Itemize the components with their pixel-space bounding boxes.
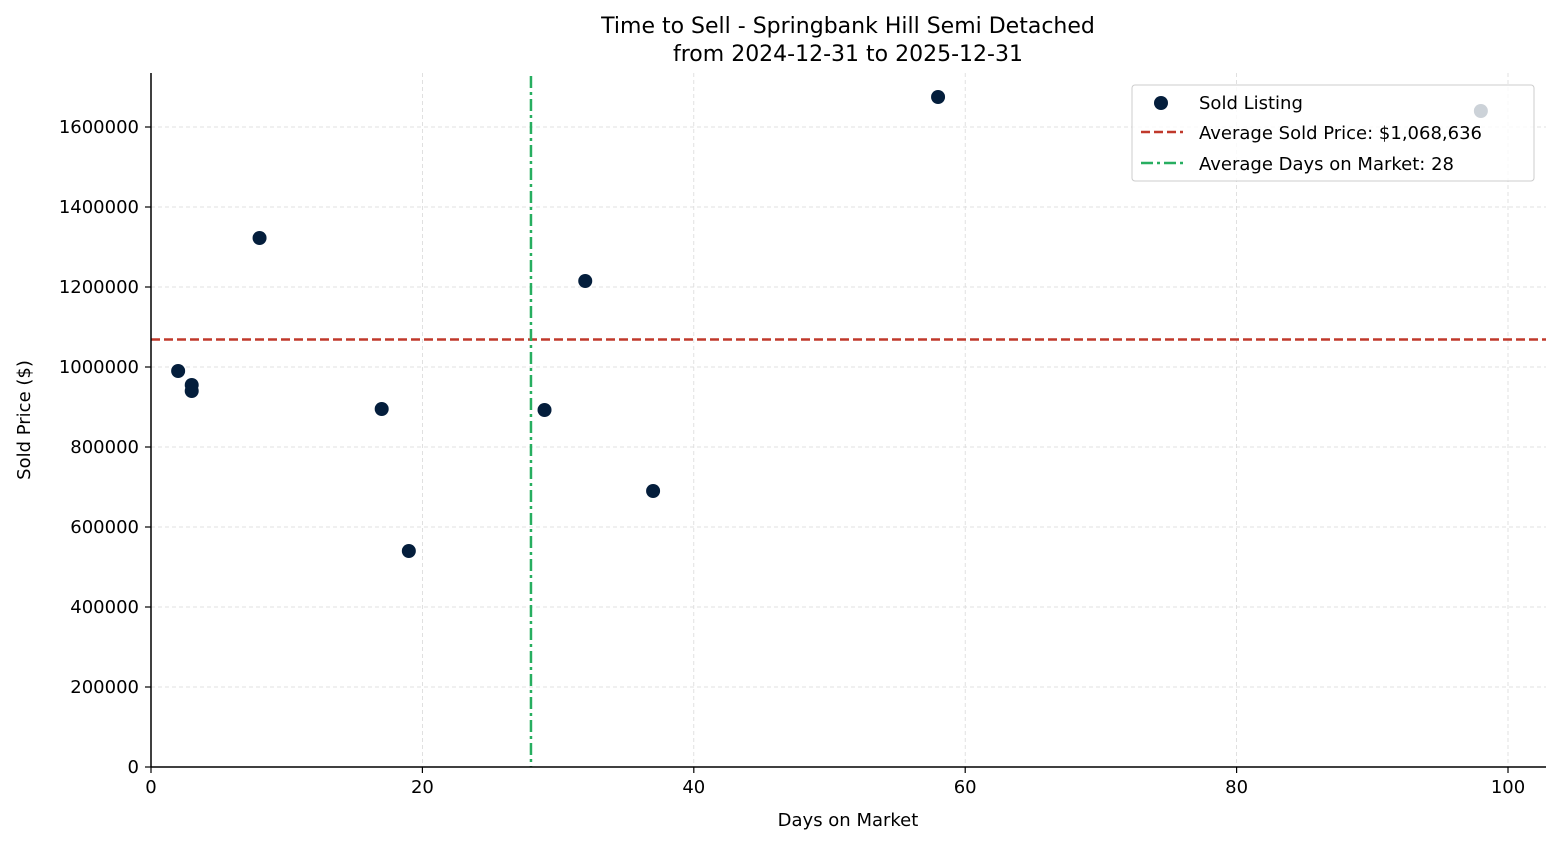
y-tick-label: 1000000	[59, 357, 139, 378]
legend: Sold Listing Average Sold Price: $1,068,…	[1131, 84, 1535, 182]
y-tick-label: 200000	[70, 677, 139, 698]
y-tick-label: 1400000	[59, 197, 139, 218]
legend-box	[1131, 84, 1535, 182]
x-tick-label: 60	[954, 777, 977, 798]
legend-label-sold-listing: Sold Listing	[1199, 93, 1303, 114]
x-tick-label: 0	[145, 777, 156, 798]
y-tick-label: 1600000	[59, 117, 139, 138]
legend-label-avg-days: Average Days on Market: 28	[1199, 154, 1454, 175]
y-tick-label: 1200000	[59, 277, 139, 298]
reference-lines	[151, 76, 1546, 767]
x-tick-label: 20	[411, 777, 434, 798]
y-tick-label: 400000	[70, 597, 139, 618]
x-axis-label: Days on Market	[778, 810, 919, 831]
y-axis-label: Sold Price ($)	[14, 360, 35, 480]
data-point	[252, 231, 267, 245]
y-tick-label: 0	[128, 757, 139, 778]
x-tick-label: 40	[682, 777, 705, 798]
data-point	[537, 403, 552, 417]
legend-marker-sold-listing	[1154, 96, 1168, 110]
data-point	[646, 484, 661, 498]
axes: 0 20 40 60 80 100 0 200000 400000 600000 800000 100…	[59, 73, 1546, 798]
legend-label-avg-price: Average Sold Price: $1,068,636	[1199, 123, 1482, 144]
x-tick-label: 100	[1491, 777, 1525, 798]
chart-subtitle: from 2024-12-31 to 2025-12-31	[673, 42, 1023, 67]
data-point	[184, 384, 199, 398]
chart-title: Time to Sell - Springbank Hill Semi Deta…	[600, 14, 1095, 39]
y-tick-label: 600000	[70, 517, 139, 538]
data-point	[578, 274, 593, 288]
data-point	[171, 364, 186, 378]
data-point	[374, 402, 389, 416]
x-tick-label: 80	[1225, 777, 1248, 798]
data-point	[401, 544, 416, 558]
y-tick-label: 800000	[70, 437, 139, 458]
data-point	[931, 90, 946, 104]
